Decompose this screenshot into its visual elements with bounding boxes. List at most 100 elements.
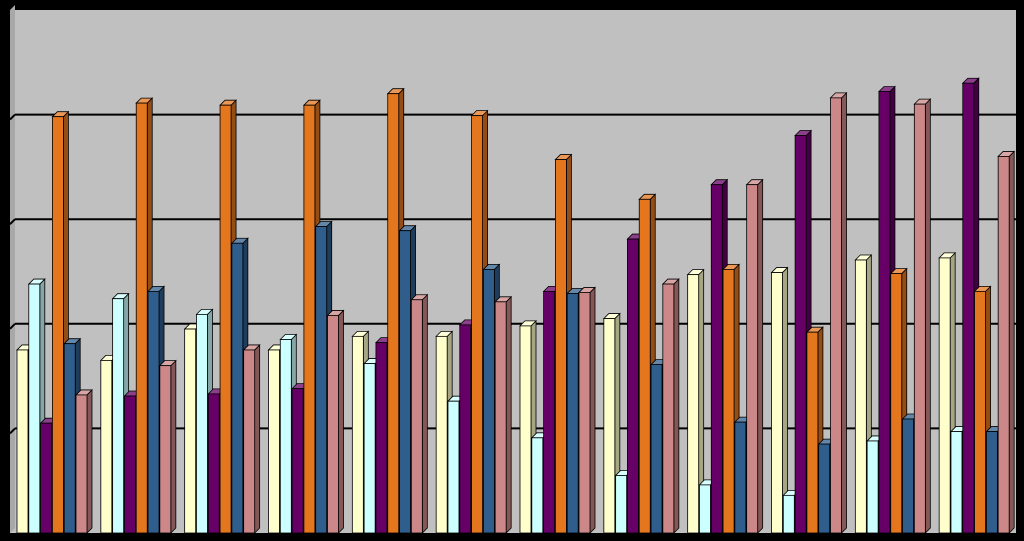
bar-front	[351, 335, 364, 534]
gridline-depth	[9, 323, 16, 330]
bar-front	[75, 394, 88, 534]
bar-front	[734, 421, 747, 534]
gridlines	[9, 113, 1016, 435]
bar-front	[16, 349, 29, 534]
bar-front	[471, 115, 483, 534]
bar-front	[63, 343, 76, 534]
bar-front	[410, 299, 423, 534]
bar-side	[673, 278, 680, 534]
bar-front	[147, 290, 160, 534]
bar-front	[615, 475, 628, 534]
bar-front	[196, 313, 208, 534]
bar-front	[603, 318, 616, 534]
bar-front	[746, 184, 759, 534]
bar-front	[830, 97, 842, 534]
bar-front	[268, 349, 280, 534]
bar	[913, 98, 932, 534]
bar-front	[315, 226, 328, 534]
bar-front	[375, 342, 388, 534]
bar	[661, 278, 680, 534]
bar-front	[52, 116, 64, 534]
bar-front	[997, 156, 1010, 534]
bar-front	[543, 290, 555, 534]
bar-front	[231, 242, 244, 534]
bar-front	[447, 400, 460, 534]
plot-side-wall	[10, 5, 15, 533]
bar-side	[338, 309, 344, 534]
gridline-depth	[9, 113, 16, 121]
bar-front	[303, 104, 316, 534]
bar-front	[782, 494, 795, 534]
bar-front	[806, 331, 819, 534]
bar-front	[555, 159, 567, 534]
bar-front	[100, 360, 113, 534]
bar-front	[687, 274, 700, 534]
bar	[75, 388, 93, 534]
bar-front	[243, 349, 256, 534]
bar	[494, 295, 513, 534]
bar-front	[207, 393, 220, 534]
bar	[578, 286, 596, 534]
bar-side	[254, 343, 261, 534]
gridline-depth	[9, 427, 16, 435]
bar-front	[962, 82, 975, 534]
bar-front	[279, 339, 292, 534]
bar-side	[924, 98, 931, 534]
bar-front	[482, 269, 495, 534]
bar-front	[950, 431, 963, 534]
bar-front	[699, 484, 711, 534]
bar	[997, 150, 1016, 534]
bar-front	[159, 365, 172, 534]
bar-front	[28, 283, 41, 534]
bar-front	[387, 93, 400, 534]
bar-front	[519, 325, 532, 534]
bar-front	[794, 135, 807, 534]
bar-front	[710, 184, 723, 534]
bar-side	[757, 178, 764, 534]
bar-side	[589, 286, 596, 534]
bar-front	[771, 272, 783, 534]
bar-front	[531, 437, 544, 534]
bar-front	[459, 324, 472, 534]
bar-front	[866, 440, 879, 534]
bar	[242, 343, 261, 534]
bar-front	[913, 103, 926, 534]
bar-front	[566, 293, 579, 534]
bar-side	[421, 293, 428, 534]
bar-front	[435, 335, 448, 534]
bar-front	[112, 298, 125, 534]
bar-front	[818, 443, 831, 534]
bar-front	[124, 395, 136, 534]
bar	[745, 178, 764, 534]
bars	[16, 77, 1016, 534]
bar-side	[1008, 150, 1015, 534]
bar-front	[854, 259, 867, 534]
bar-front	[662, 283, 675, 534]
bar-front	[650, 364, 663, 534]
plot-background	[10, 10, 1016, 533]
bar	[829, 91, 848, 534]
bar-front	[638, 198, 651, 534]
bar-side	[86, 388, 93, 534]
bar	[326, 309, 345, 534]
bar-front	[291, 388, 304, 534]
plot-area	[10, 5, 1016, 533]
bar-front	[399, 230, 411, 534]
gridline-depth	[9, 218, 16, 225]
bar-front	[494, 301, 507, 534]
bar	[410, 293, 429, 534]
bar-front	[40, 422, 52, 534]
bar-front	[890, 273, 903, 534]
bar	[158, 359, 177, 534]
bar-front	[578, 292, 591, 534]
bar-front	[135, 102, 148, 534]
bar-front	[722, 269, 735, 534]
bar-front	[985, 431, 998, 534]
bar-front	[219, 104, 232, 534]
bar-front	[363, 363, 376, 534]
bar-front	[974, 290, 986, 534]
bar-front	[902, 418, 914, 534]
bar-front	[878, 91, 891, 534]
bar	[686, 268, 705, 534]
